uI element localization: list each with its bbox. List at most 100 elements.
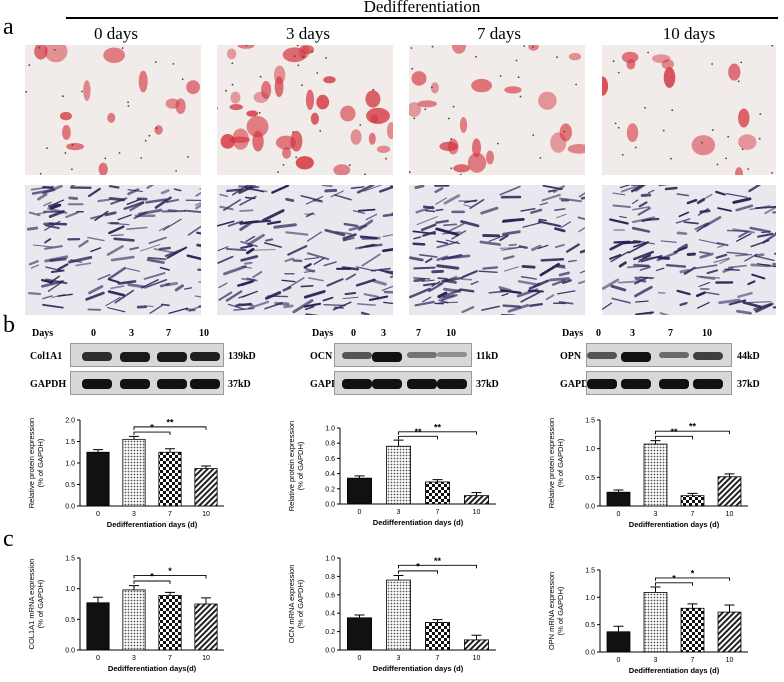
chart-significance-label: ** [166,417,174,427]
chart-bar [158,451,182,507]
blot-lane-label: 7 [166,328,171,339]
blot-control-label: GAPDH [30,379,67,390]
chart-bar [680,495,705,507]
chart-error-bar [724,473,735,477]
chart-xtick-label: 7 [691,657,695,664]
figure-title: Dedifferentiation [363,0,481,16]
blot-band [621,352,651,362]
alizarin-red-micrograph [217,45,393,175]
panel-letter-a: a [3,14,14,40]
chart-ylabel: OCN mRNA expression [287,565,296,644]
chart-ylabel: (% of GAPDH) [36,579,45,628]
title-underline [66,17,778,19]
chart-xtick-label: 7 [691,511,695,518]
chart-xtick-label: 7 [168,511,172,518]
blot-band [82,379,112,389]
chart-bar [464,495,489,505]
chart-significance-bracket [655,582,693,586]
blot-lane-label: 10 [446,328,456,339]
blot-band [437,379,467,389]
blot-band [157,379,187,389]
chart-error-bar [393,439,404,447]
chart-xtick-label: 3 [654,657,658,664]
day-label-0: 0 days [94,24,138,43]
blot-band [120,352,150,362]
chart-bar [717,611,742,653]
chart-bar [464,639,489,651]
chart-ytick-label: 1.0 [325,426,335,433]
chart-error-bar [165,591,175,596]
chart-xtick-label: 10 [473,509,481,516]
day-label-7: 7 days [477,24,521,43]
blot-lane-label: 3 [129,328,134,339]
chart-xtick-label: 7 [168,655,172,662]
chart-ylabel: (% of GAPDH) [556,438,565,487]
chart-ytick-label: 0.5 [65,482,75,489]
chart-significance-bracket [655,435,693,440]
chart-error-bar [687,492,698,496]
chart-ytick-label: 0.6 [325,456,335,463]
chart-ytick-label: 0.2 [325,486,335,493]
chart-ytick-label: 1.0 [65,586,75,593]
bar-chart-b1: Relative protein expression (% of GAPDH) 0… [27,417,224,529]
chart-error-bar [93,596,103,603]
blot-band [693,352,723,360]
chart-significance-bracket [133,431,171,436]
chart-ytick-label: 0.0 [65,504,75,511]
chart-bar [347,477,372,505]
chart-ytick-label: 0.4 [325,471,335,478]
chart-bar [86,602,110,651]
chart-xtick-label: 7 [436,655,440,662]
blot-lane-label: 3 [381,328,386,339]
chart-xtick-label: 10 [202,511,210,518]
blot-control-kd: 37kD [737,379,760,390]
chart-ylabel: Relative protein expression [547,418,556,508]
blot-control-kd: 37kD [228,379,251,390]
chart-ylabel: (% of GAPDH) [296,579,305,628]
chart-error-bar [471,492,482,496]
chart-xlabel: Dedifferentiation days(d) [108,664,197,673]
panel-letter-b: b [3,312,15,338]
chart-bar [347,617,372,651]
day-label-3: 3 days [286,24,330,43]
chart-significance-bracket [133,426,207,430]
blot-protein-kd: 139kD [228,351,256,362]
chart-error-bar [650,586,661,593]
chart-xtick-label: 0 [96,655,100,662]
alp-stain-micrograph [25,185,201,315]
chart-ytick-label: 0.0 [585,650,595,657]
chart-xtick-label: 3 [397,655,401,662]
chart-error-bar [201,465,211,469]
chart-ylabel: COL1A1 mRNA expression [27,559,36,650]
chart-xtick-label: 3 [654,511,658,518]
chart-ytick-label: 2.0 [65,418,75,425]
chart-bar [386,445,411,505]
blot-band [659,352,689,358]
chart-xtick-label: 0 [358,655,362,662]
chart-ytick-label: 1.0 [585,595,595,602]
chart-significance-bracket [398,435,438,440]
blot-lane-label: 10 [199,328,209,339]
chart-ylabel: Relative protein expression [27,418,36,508]
bar-chart-b2: Relative protein expression (% of GAPDH) 0… [287,421,496,527]
chart-significance-bracket [398,431,477,435]
chart-significance-bracket [655,577,730,581]
chart-xlabel: Dedifferentiation days (d) [629,520,720,529]
chart-ytick-label: 0.6 [325,592,335,599]
blot-lane-label: 0 [91,328,96,339]
chart-ylabel: Relative protein expression [287,421,296,511]
blot-band [372,352,402,362]
chart-ytick-label: 0.8 [325,441,335,448]
blot-protein-label: Col1A1 [30,351,63,362]
blot-protein-label: OPN [560,351,582,362]
chart-error-bar [432,619,443,623]
blot-gapdh-strip [70,371,224,395]
chart-ytick-label: 0.4 [325,611,335,618]
chart-ytick-label: 0.8 [325,574,335,581]
chart-significance-label: * [416,561,420,571]
blot-protein-strip [334,343,472,367]
alizarin-red-micrograph [602,45,776,175]
chart-bar [425,622,450,651]
chart-error-bar [687,603,698,609]
blot-lane-label: 0 [596,328,601,339]
